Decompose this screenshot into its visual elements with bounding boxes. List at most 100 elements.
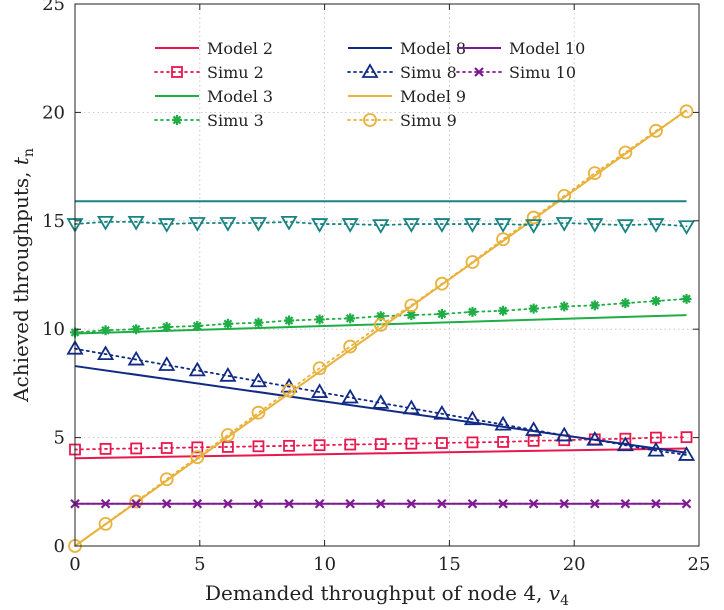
- circle-marker-shape: [649, 123, 663, 138]
- triangle-down-marker-shape: [372, 219, 390, 234]
- triangle-up-marker-shape: [402, 399, 420, 415]
- series-layer: [66, 104, 696, 553]
- circle-marker-shape: [679, 104, 694, 119]
- simu-3-point: [559, 301, 570, 312]
- legend-item-simu-8: Simu 8: [347, 63, 457, 82]
- legend: Model 2 Model 8 Model 10 Simu 2 Simu 8 Simu 1…: [154, 39, 585, 130]
- legend-label: Simu 9: [400, 111, 457, 130]
- triangle-up-marker-shape: [311, 383, 329, 398]
- legend-label: Model 10: [509, 39, 585, 58]
- simu-3-point: [284, 315, 295, 326]
- asterisk-marker-shape: [161, 322, 172, 333]
- x-marker-shape: [406, 498, 417, 509]
- circle-marker-shape: [220, 428, 235, 442]
- simu-10-point: [559, 498, 569, 509]
- simu-2-point: [130, 442, 143, 455]
- simu-9-point: [496, 232, 510, 247]
- simu-8-point: [127, 350, 145, 366]
- circle-marker-shape: [526, 210, 541, 225]
- legend-item-model-10: Model 10: [457, 39, 585, 58]
- legend-marker: [363, 113, 377, 127]
- simu-9-point: [312, 361, 327, 376]
- model-2-line: [74, 447, 687, 460]
- legend-item-simu-9: Simu 9: [347, 111, 457, 130]
- simu-8-line: [74, 347, 688, 456]
- square-marker-shape: [252, 440, 265, 453]
- x-marker-shape: [284, 498, 294, 509]
- x-marker-shape: [590, 498, 600, 509]
- x-axis-label: Demanded throughput of node 4, v4: [205, 581, 569, 609]
- model-9-line: [74, 109, 688, 547]
- y-tick-label: 15: [42, 211, 65, 232]
- asterisk-marker-shape: [589, 300, 600, 311]
- triangle-up-marker-shape: [372, 394, 390, 409]
- x-marker-shape: [100, 498, 111, 509]
- simu-8-point: [525, 421, 543, 436]
- series-12-point: [311, 218, 329, 233]
- circle-marker-shape: [373, 317, 388, 332]
- asterisk-marker-shape: [467, 306, 478, 317]
- square-marker-shape: [497, 436, 509, 448]
- legend-label: Simu 3: [207, 111, 264, 130]
- plot-border: [74, 3, 700, 547]
- x-tick-label: 15: [438, 554, 461, 575]
- x-marker-shape: [314, 498, 325, 509]
- x-marker-shape: [620, 498, 631, 509]
- simu-9-point: [190, 450, 205, 465]
- series-12-point: [586, 218, 604, 233]
- x-marker-shape: [437, 498, 447, 509]
- triangle-down-marker-shape: [127, 215, 145, 231]
- series-12-point: [188, 217, 206, 232]
- simu-9-point: [435, 276, 449, 291]
- square-marker-shape: [221, 441, 234, 453]
- simu-10-point: [223, 498, 233, 509]
- triangle-up-marker-shape: [616, 436, 634, 452]
- simu-8-point: [463, 410, 482, 426]
- triangle-up-marker-shape: [127, 350, 145, 366]
- square-marker-shape: [99, 442, 112, 455]
- simu-10-point: [131, 498, 141, 509]
- y-tick-label: 25: [42, 0, 65, 15]
- simu-8-point: [494, 415, 512, 431]
- simu-10-point: [467, 498, 478, 509]
- simu-2-point: [374, 438, 387, 451]
- legend-label: Model 9: [400, 87, 466, 106]
- triangle-down-marker-shape: [525, 219, 543, 234]
- simu-10-point: [284, 498, 294, 509]
- simu-9-point: [282, 383, 296, 398]
- legend-item-model-9: Model 9: [348, 87, 466, 106]
- series-12-point: [494, 218, 512, 233]
- simu-9-point: [587, 166, 602, 181]
- x-marker-shape: [559, 498, 569, 509]
- x-tick-label: 5: [194, 554, 205, 575]
- simu-3-point: [375, 311, 386, 322]
- series-12-point: [463, 218, 482, 233]
- asterisk-marker-shape: [436, 309, 447, 320]
- simu-2-point: [344, 438, 357, 451]
- simu-3-point: [192, 320, 203, 331]
- simu-10-point: [590, 498, 600, 509]
- legend-marker: [474, 67, 484, 77]
- simu-9-point: [465, 255, 480, 269]
- series-12-point: [249, 217, 268, 232]
- simu-9-point: [129, 494, 144, 509]
- x-tick-label: 25: [688, 554, 711, 575]
- asterisk-marker-shape: [192, 320, 203, 331]
- triangle-up-marker-shape: [341, 388, 359, 404]
- triangle-up-marker-shape: [97, 345, 115, 361]
- square-marker-shape: [374, 438, 387, 451]
- x-marker-shape: [223, 498, 233, 509]
- axis-ticks: 0 5 10 15 20 25 0 5 10 15 20 25: [42, 0, 710, 575]
- triangle-down-marker-shape: [402, 218, 420, 233]
- simu-3-point: [620, 298, 631, 309]
- series-12-point: [677, 220, 696, 236]
- asterisk-marker-shape: [284, 315, 295, 326]
- simu-9-point: [404, 298, 419, 313]
- x-marker-shape: [253, 498, 264, 509]
- simu-8-point: [219, 367, 237, 382]
- simu-9-point: [220, 428, 235, 442]
- triangle-down-marker-shape: [555, 217, 573, 232]
- square-marker-shape: [344, 438, 357, 451]
- triangle-up-marker-shape: [361, 63, 379, 78]
